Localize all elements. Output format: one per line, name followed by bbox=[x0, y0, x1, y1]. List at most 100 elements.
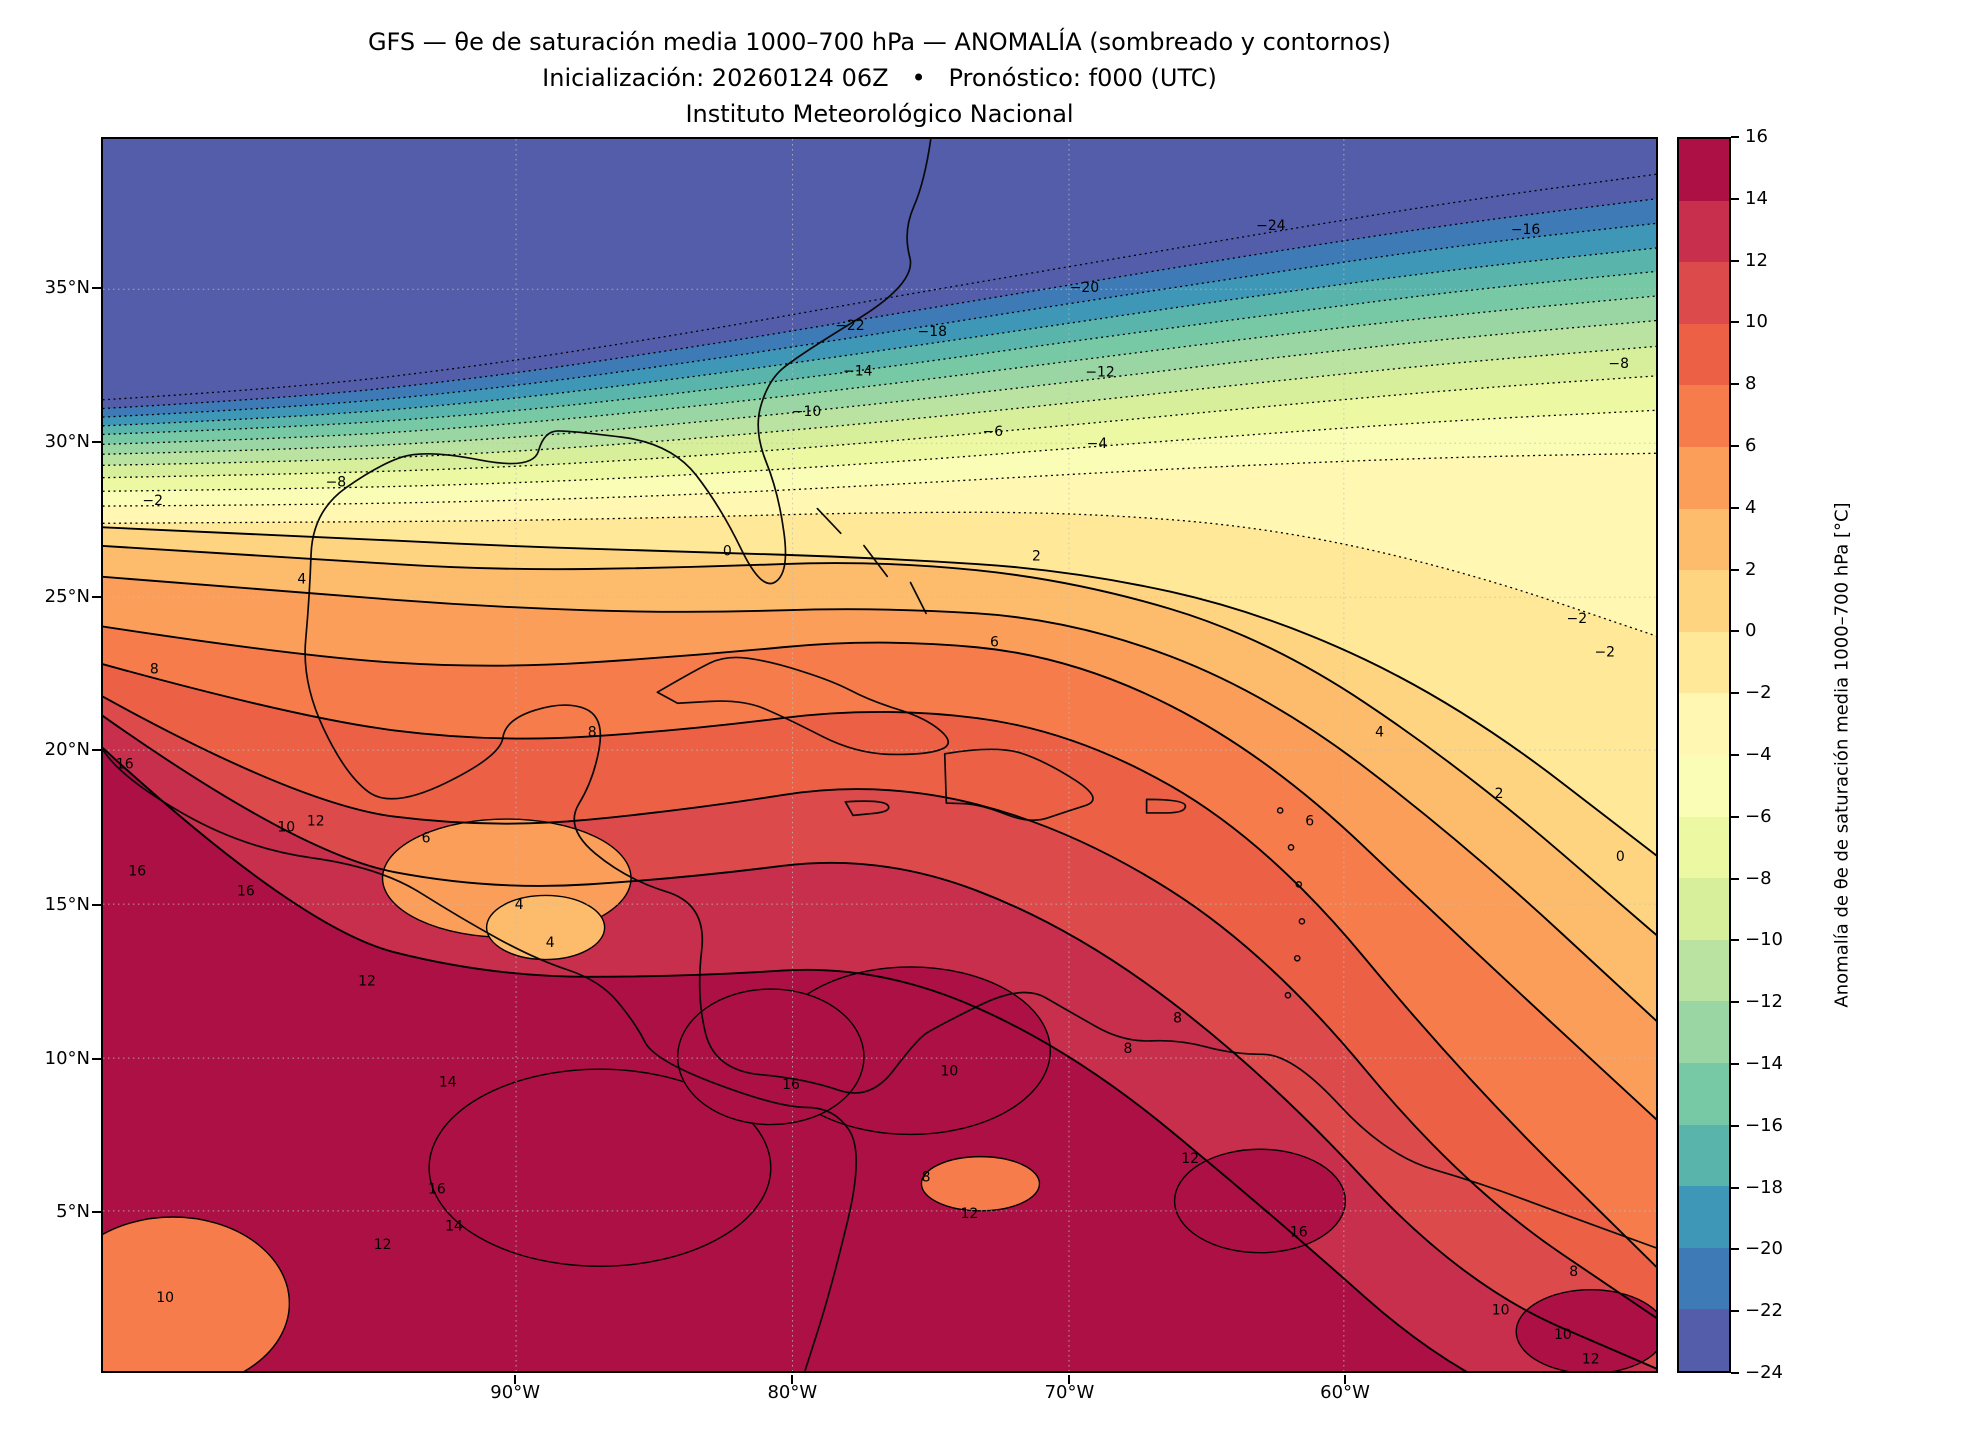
colorbar-tick-mark bbox=[1731, 939, 1739, 942]
contour-pocket bbox=[1515, 1289, 1656, 1371]
colorbar-segment bbox=[1679, 1309, 1729, 1371]
contour-label: 12 bbox=[358, 973, 376, 989]
x-tick-label: 70°W bbox=[1044, 1382, 1095, 1403]
colorbar-segment bbox=[1679, 754, 1729, 817]
contour-label: 16 bbox=[237, 883, 255, 899]
contour-line bbox=[103, 695, 1656, 1319]
island-outline bbox=[1287, 844, 1295, 851]
contour-label: −10 bbox=[792, 404, 821, 420]
colorbar-tick-mark bbox=[1731, 630, 1739, 633]
contour-line bbox=[103, 714, 1656, 1370]
contour-line bbox=[103, 319, 1656, 455]
colorbar-tick-mark bbox=[1731, 506, 1739, 509]
contour-label: 16 bbox=[1290, 1225, 1308, 1241]
contour-line bbox=[103, 746, 1468, 1371]
contour-label: −16 bbox=[1511, 222, 1540, 238]
colorbar-tick-mark bbox=[1731, 568, 1739, 571]
contour-label: −14 bbox=[843, 364, 873, 380]
contour-label: 6 bbox=[422, 831, 431, 847]
colorbar-segment bbox=[1679, 1001, 1729, 1063]
x-tick-mark bbox=[514, 1375, 517, 1384]
contour-label: 8 bbox=[1124, 1041, 1133, 1057]
contour-label: 12 bbox=[374, 1237, 392, 1253]
colorbar-tick-label: 10 bbox=[1745, 311, 1768, 333]
contour-label: 0 bbox=[723, 543, 732, 559]
chart-subtitle-institution: Instituto Meteorológico Nacional bbox=[685, 100, 1074, 128]
contour-label: −4 bbox=[1087, 436, 1108, 452]
colorbar-tick-label: 2 bbox=[1745, 558, 1757, 580]
contour-line bbox=[103, 409, 1656, 492]
contour-label: 4 bbox=[1375, 725, 1384, 741]
colorbar-tick-mark bbox=[1731, 1001, 1739, 1004]
colorbar-segment bbox=[1679, 570, 1729, 632]
colorbar-tick-label: −6 bbox=[1745, 805, 1772, 827]
contour-line bbox=[103, 247, 1656, 427]
contour-label: 12 bbox=[307, 813, 325, 829]
colorbar-segment bbox=[1679, 1062, 1729, 1125]
contour-label: −18 bbox=[918, 324, 947, 340]
contour-label: 16 bbox=[782, 1077, 800, 1093]
colorbar-tick-mark bbox=[1731, 445, 1739, 447]
colorbar-segment bbox=[1679, 262, 1729, 324]
contour-line bbox=[103, 452, 1656, 507]
colorbar-segment bbox=[1679, 878, 1729, 940]
contour-label: 16 bbox=[116, 757, 134, 773]
colorbar-tick-mark bbox=[1731, 197, 1739, 200]
y-tick-mark bbox=[92, 1211, 101, 1214]
contour-pocket bbox=[920, 1155, 1041, 1212]
colorbar-segment bbox=[1679, 816, 1729, 879]
colorbar-tick-label: 16 bbox=[1745, 126, 1768, 147]
island-outline bbox=[1293, 954, 1301, 962]
x-tick-label: 80°W bbox=[767, 1382, 818, 1403]
colorbar-segment bbox=[1679, 385, 1729, 447]
contour-label: 12 bbox=[1582, 1352, 1600, 1368]
contour-label: 6 bbox=[1305, 813, 1314, 829]
colorbar-tick-mark bbox=[1731, 877, 1739, 880]
colorbar-segment bbox=[1679, 939, 1729, 1002]
colorbar-tick-label: −4 bbox=[1745, 744, 1772, 765]
colorbar-tick-label: 0 bbox=[1745, 620, 1757, 642]
contour-label: −2 bbox=[1594, 644, 1615, 660]
title-block: GFS — θe de saturación media 1000–700 hP… bbox=[101, 24, 1658, 132]
contour-line bbox=[103, 345, 1656, 466]
contour-label: 10 bbox=[277, 819, 295, 835]
island-outline bbox=[1276, 807, 1284, 814]
colorbar-tick-label: −8 bbox=[1745, 867, 1772, 889]
contour-line bbox=[103, 526, 1656, 857]
colorbar-tick-mark bbox=[1731, 1186, 1739, 1189]
colorbar-tick-mark bbox=[1731, 692, 1739, 695]
colorbar-segment bbox=[1679, 1186, 1729, 1248]
colorbar-tick-label: −16 bbox=[1745, 1114, 1783, 1136]
contour-label: −6 bbox=[983, 424, 1004, 440]
colorbar-segment bbox=[1679, 323, 1729, 386]
contour-label: 8 bbox=[588, 725, 597, 741]
y-tick-label: 10°N bbox=[44, 1048, 90, 1070]
contour-line bbox=[103, 544, 1656, 936]
colorbar-tick-label: 8 bbox=[1745, 373, 1757, 395]
colorbar-tick-label: −14 bbox=[1745, 1053, 1783, 1074]
contour-label: 2 bbox=[1032, 548, 1041, 564]
contour-label: −20 bbox=[1070, 280, 1099, 296]
contour-label: −8 bbox=[1608, 356, 1629, 372]
coastline bbox=[943, 748, 1094, 822]
contour-map: −24 −16−20−22 −18−14 −12−10−8−6−4−8−2−2−20 2… bbox=[103, 139, 1656, 1371]
colorbar-segment bbox=[1679, 631, 1729, 694]
contour-label: 8 bbox=[1173, 1010, 1182, 1026]
contour-label: 10 bbox=[1492, 1302, 1510, 1318]
colorbar-tick-label: −20 bbox=[1745, 1238, 1783, 1260]
contour-label: 6 bbox=[990, 635, 999, 651]
y-tick-mark bbox=[92, 1058, 101, 1061]
colorbar-tick-mark bbox=[1731, 1248, 1739, 1251]
contour-line bbox=[103, 295, 1656, 445]
contour-label: −8 bbox=[326, 474, 347, 490]
coastline bbox=[656, 656, 950, 756]
contour-label: 2 bbox=[1495, 786, 1504, 802]
contour-line bbox=[103, 222, 1656, 418]
contour-label: 8 bbox=[1569, 1264, 1578, 1280]
coastline bbox=[103, 749, 858, 1371]
colorbar-tick-mark bbox=[1731, 136, 1739, 138]
colorbar-segment bbox=[1679, 446, 1729, 509]
contour-line bbox=[103, 663, 1656, 1268]
colorbar-tick-mark bbox=[1731, 321, 1739, 324]
